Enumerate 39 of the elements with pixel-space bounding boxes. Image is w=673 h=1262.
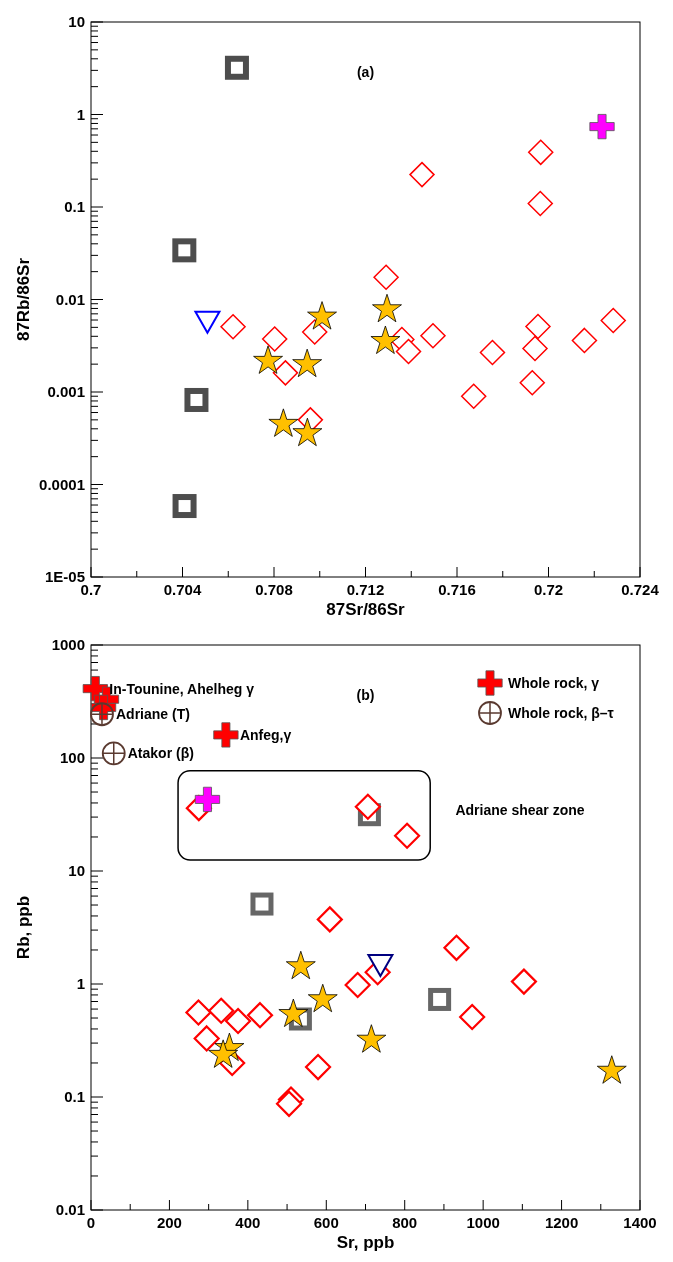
annotation: (b) (356, 687, 375, 703)
y-tick-label: 1 (76, 975, 85, 992)
legend-label: Whole rock, γ (508, 675, 600, 691)
y-tick-label: 1000 (51, 636, 85, 653)
x-tick-label: 0.716 (438, 581, 476, 598)
y-tick-label: 0.01 (55, 290, 85, 308)
x-tick-label: 200 (156, 1214, 182, 1231)
legend-label: Whole rock, β–τ (508, 705, 615, 721)
x-tick-label: 0.708 (255, 581, 293, 598)
annotation: In-Tounine, Ahelheg γ (109, 680, 255, 697)
y-tick-label: 100 (59, 749, 85, 766)
y-tick-label: 10 (68, 862, 85, 879)
annotation: (a) (356, 64, 375, 80)
y-tick-label: 0.001 (47, 383, 85, 400)
annotation: Atakor (β) (127, 745, 194, 762)
annotation: Adriane (T) (115, 706, 190, 723)
annotation: Adriane shear zone (455, 802, 585, 818)
y-tick-label: 0.1 (64, 198, 85, 215)
x-tick-label: 0.704 (163, 581, 202, 598)
x-tick-label: 0.72 (533, 581, 564, 598)
y-tick-label: 0.1 (64, 1088, 85, 1105)
y-tick-label: 1 (76, 105, 85, 123)
x-tick-label: 800 (392, 1214, 418, 1231)
x-tick-label: 0.724 (621, 581, 660, 598)
x-tick-label: 1000 (466, 1214, 500, 1231)
annotation: Anfeg,γ (239, 726, 292, 743)
x-tick-label: 600 (313, 1214, 339, 1231)
y-tick-label: 0.01 (55, 1201, 85, 1218)
x-tick-label: 400 (235, 1214, 261, 1231)
x-tick-label: 1400 (623, 1214, 657, 1231)
y-axis-title: 87Rb/86Sr (14, 257, 33, 342)
y-axis-title: Rb, ppb (14, 895, 33, 960)
x-tick-label: 1200 (544, 1214, 579, 1231)
x-axis-title: Sr, ppb (336, 1233, 395, 1252)
y-tick-label: 0.0001 (39, 475, 85, 493)
y-tick-label: 10 (68, 13, 85, 30)
x-tick-label: 0 (86, 1214, 96, 1231)
x-axis-title: 87Sr/86Sr (326, 600, 406, 619)
x-tick-label: 0.712 (346, 581, 385, 598)
